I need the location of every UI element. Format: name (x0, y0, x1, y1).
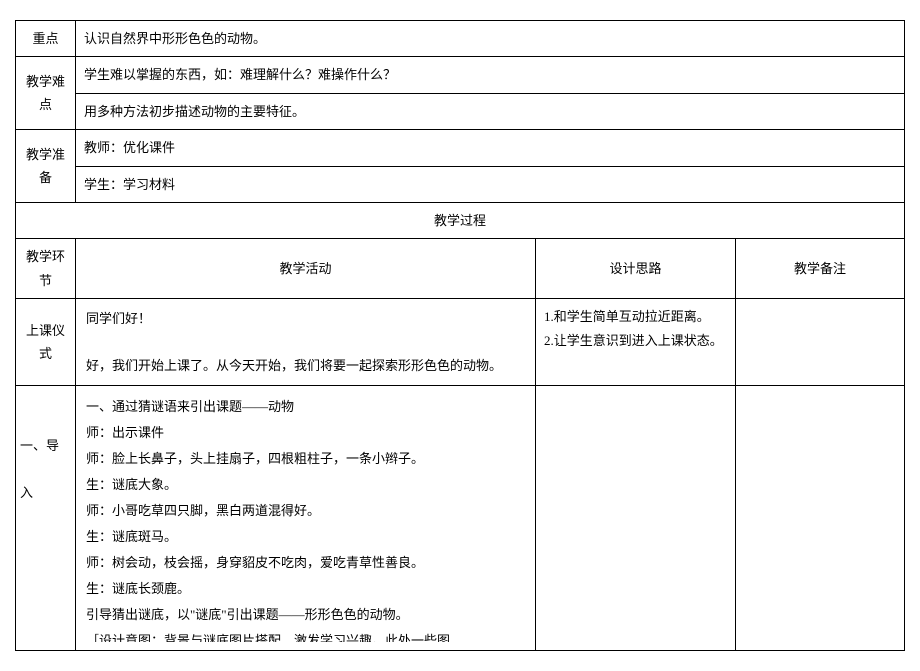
intro-activity: 一、通过猜谜语来引出课题——动物 师：出示课件 师：脸上长鼻子，头上挂扇子，四根… (76, 386, 536, 651)
difficulty-label: 教学难点 (16, 57, 76, 130)
difficulty-row-2: 用多种方法初步描述动物的主要特征。 (16, 93, 905, 129)
intro-line-9: ［设计意图：背景与谜底图片搭配，激发学习兴趣。此处一些图 (86, 628, 525, 642)
intro-line-5: 生：谜底斑马。 (86, 524, 525, 550)
ceremony-thinking2: 2.让学生意识到进入上课状态。 (544, 329, 727, 352)
intro-line-7: 生：谜底长颈鹿。 (86, 576, 525, 602)
difficulty-row-1: 教学难点 学生难以掌握的东西，如：难理解什么？难操作什么？ (16, 57, 905, 93)
col-activity-header: 教学活动 (76, 239, 536, 299)
process-header-row: 教学过程 (16, 202, 905, 238)
focus-row: 重点 认识自然界中形形色色的动物。 (16, 21, 905, 57)
ceremony-intro: 好，我们开始上课了。从今天开始，我们将要一起探索形形色色的动物。 (86, 354, 525, 377)
intro-line-2: 师：脸上长鼻子，头上挂扇子，四根粗柱子，一条小辫子。 (86, 446, 525, 472)
ceremony-thinking: 1.和学生简单互动拉近距离。 2.让学生意识到进入上课状态。 (536, 299, 736, 386)
intro-stage-row: 一、导 入 一、通过猜谜语来引出课题——动物 师：出示课件 师：脸上长鼻子，头上… (16, 386, 905, 651)
preparation-student: 学生：学习材料 (76, 166, 905, 202)
preparation-row-1: 教学准备 教师：优化课件 (16, 130, 905, 166)
lesson-plan-table: 重点 认识自然界中形形色色的动物。 教学难点 学生难以掌握的东西，如：难理解什么… (15, 20, 905, 651)
intro-line-4: 师：小哥吃草四只脚，黑白两道混得好。 (86, 498, 525, 524)
col-notes-header: 教学备注 (736, 239, 905, 299)
process-header: 教学过程 (16, 202, 905, 238)
ceremony-thinking1: 1.和学生简单互动拉近距离。 (544, 305, 727, 328)
ceremony-greeting: 同学们好！ (86, 307, 525, 330)
intro-line-8: 引导猜出谜底，以"谜底"引出课题——形形色色的动物。 (86, 602, 525, 628)
intro-line-0: 一、通过猜谜语来引出课题——动物 (86, 394, 525, 420)
col-thinking-header: 设计思路 (536, 239, 736, 299)
preparation-label: 教学准备 (16, 130, 76, 203)
intro-label1: 一、导 (20, 434, 65, 457)
preparation-teacher: 教师：优化课件 (76, 130, 905, 166)
difficulty-line2: 用多种方法初步描述动物的主要特征。 (76, 93, 905, 129)
preparation-row-2: 学生：学习材料 (16, 166, 905, 202)
intro-thinking (536, 386, 736, 651)
ceremony-activity: 同学们好！ 好，我们开始上课了。从今天开始，我们将要一起探索形形色色的动物。 (76, 299, 536, 386)
columns-header-row: 教学环节 教学活动 设计思路 教学备注 (16, 239, 905, 299)
difficulty-line1: 学生难以掌握的东西，如：难理解什么？难操作什么？ (76, 57, 905, 93)
intro-line-6: 师：树会动，枝会摇，身穿貂皮不吃肉，爱吃青草性善良。 (86, 550, 525, 576)
intro-label2: 入 (20, 481, 65, 504)
ceremony-notes (736, 299, 905, 386)
intro-line-3: 生：谜底大象。 (86, 472, 525, 498)
intro-notes (736, 386, 905, 651)
col-stage-header: 教学环节 (16, 239, 76, 299)
intro-line-1: 师：出示课件 (86, 420, 525, 446)
ceremony-row: 上课仪式 同学们好！ 好，我们开始上课了。从今天开始，我们将要一起探索形形色色的… (16, 299, 905, 386)
ceremony-label: 上课仪式 (16, 299, 76, 386)
focus-content: 认识自然界中形形色色的动物。 (76, 21, 905, 57)
intro-stage-label: 一、导 入 (16, 386, 76, 651)
focus-label: 重点 (16, 21, 76, 57)
